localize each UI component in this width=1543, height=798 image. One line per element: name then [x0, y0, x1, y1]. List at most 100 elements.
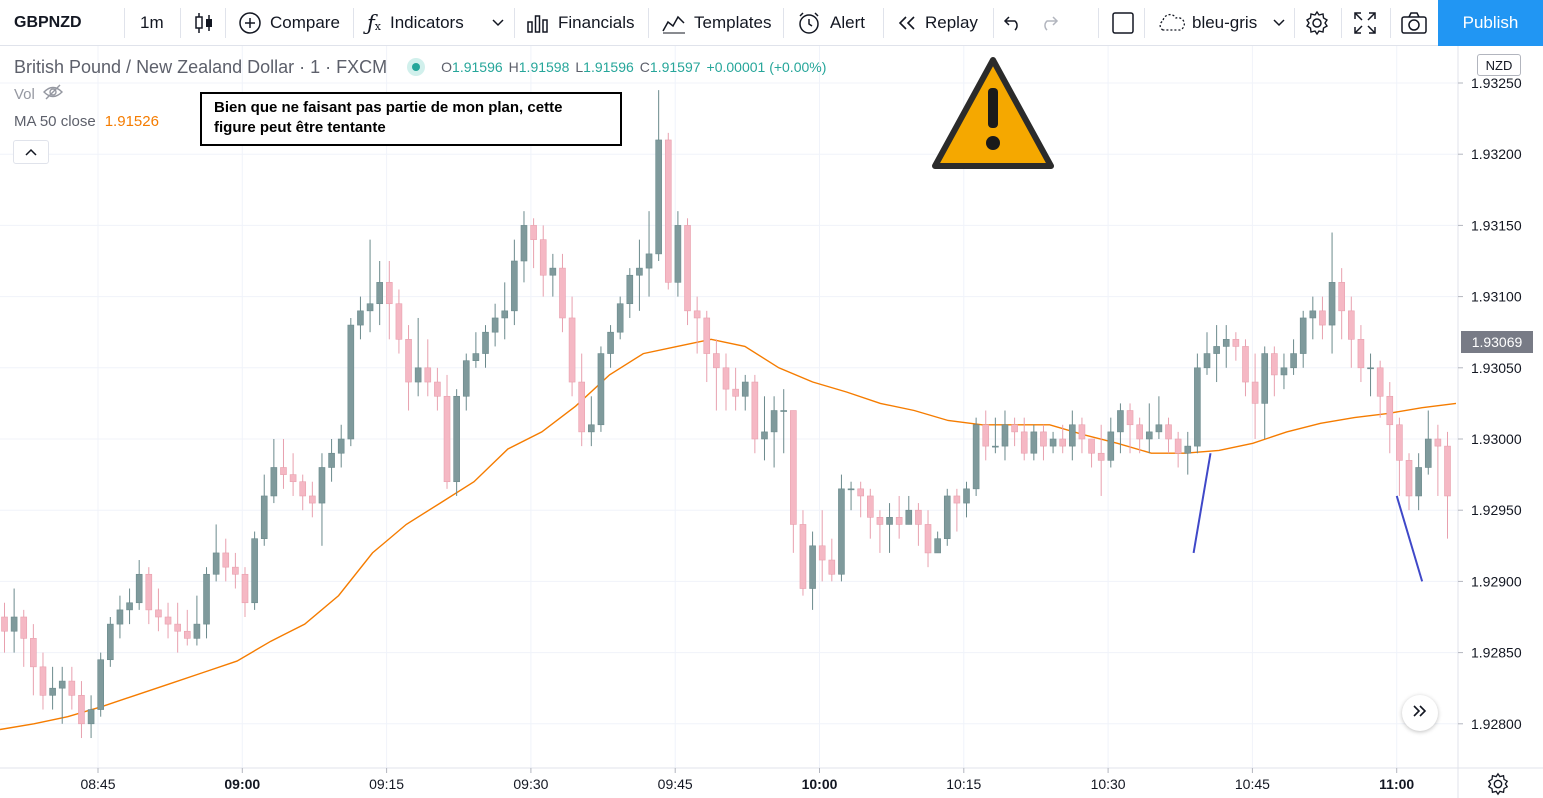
annotation-text-box[interactable]: Bien que ne faisant pas partie de mon pl…	[200, 92, 622, 146]
candle-body	[1040, 431, 1047, 447]
price-tick-label: 1.93200	[1471, 146, 1522, 162]
publish-label: Publish	[1462, 13, 1519, 32]
candle	[1424, 410, 1432, 475]
candle	[68, 666, 76, 710]
candle-body	[58, 680, 66, 689]
candle	[703, 310, 711, 383]
candle-body	[1155, 424, 1163, 433]
candle-body	[20, 616, 28, 639]
candle	[1376, 360, 1384, 418]
toolbar-divider	[783, 8, 784, 38]
price-tick-label: 1.93100	[1471, 289, 1522, 305]
candle-body	[260, 495, 268, 539]
chart-grid	[0, 46, 1458, 768]
candle	[1242, 339, 1249, 397]
candle-body	[1213, 346, 1220, 354]
chart-settings-button[interactable]	[1486, 772, 1510, 796]
chevron-down-icon	[1273, 19, 1285, 27]
candle-body	[886, 517, 893, 525]
ohlc-open-value: 1.91596	[452, 59, 503, 75]
square-icon	[1111, 11, 1135, 35]
toolbar-divider	[124, 8, 125, 38]
toolbar-divider	[883, 8, 884, 38]
layout-dropdown[interactable]	[1273, 0, 1285, 46]
candle	[462, 353, 470, 411]
candle	[1174, 431, 1182, 468]
candle	[405, 325, 412, 411]
collapse-legend-button[interactable]	[13, 140, 49, 164]
candle-body	[1136, 424, 1143, 440]
candle	[722, 353, 730, 411]
snapshot-button[interactable]	[1400, 0, 1428, 46]
scroll-to-realtime-button[interactable]	[1402, 695, 1438, 731]
ohlc-close: C1.91597	[640, 59, 701, 75]
candle	[770, 396, 778, 468]
candle-body	[1, 616, 8, 632]
indicators-button[interactable]: ƒx Indicators	[367, 0, 464, 46]
candle-body	[1434, 438, 1442, 447]
settings-button[interactable]	[1304, 0, 1330, 46]
ohlc-change: +0.00001 (+0.00%)	[706, 59, 827, 75]
volume-label: Vol	[14, 85, 35, 103]
bar-chart-icon	[526, 12, 549, 34]
candle-body	[251, 538, 258, 604]
candle-body	[501, 310, 509, 319]
toolbar-divider	[1341, 8, 1342, 38]
indicators-dropdown[interactable]	[492, 0, 504, 46]
ma-legend[interactable]: MA 50 close 1.91526	[14, 113, 159, 130]
candle-body	[126, 602, 133, 611]
time-tick-label: 09:15	[369, 776, 404, 792]
candle	[1434, 424, 1442, 496]
candle-body	[1251, 381, 1259, 404]
candle-body	[1174, 438, 1182, 454]
undo-button[interactable]	[1003, 0, 1023, 46]
candle-body	[1280, 367, 1288, 376]
candle	[741, 374, 749, 411]
candle-body	[491, 317, 499, 333]
volume-legend[interactable]: Vol	[14, 84, 63, 104]
camera-icon	[1400, 11, 1428, 35]
candle	[299, 474, 307, 511]
financials-button[interactable]: Financials	[526, 0, 635, 46]
candle	[145, 567, 153, 625]
candle-body	[703, 317, 711, 354]
price-tick-label: 1.92950	[1471, 502, 1522, 518]
layout-name-button[interactable]: bleu-gris	[1156, 0, 1257, 46]
candle	[655, 90, 662, 261]
price-chart[interactable]: 1.93250 1.93200 1.93150 1.93100 1.93050 1.930…	[0, 46, 1543, 798]
candle	[1020, 417, 1028, 461]
candle	[790, 410, 797, 553]
publish-button[interactable]: Publish	[1438, 0, 1543, 46]
candle-body	[1424, 438, 1432, 468]
alarm-clock-icon	[797, 11, 822, 36]
alert-button[interactable]: Alert	[797, 0, 865, 46]
layout-select-button[interactable]	[1111, 0, 1135, 46]
eye-hidden-icon[interactable]	[42, 84, 63, 104]
replay-button[interactable]: Replay	[897, 0, 978, 46]
candle-body	[1145, 431, 1153, 440]
candle-body	[655, 139, 662, 255]
candle	[1145, 403, 1153, 454]
candle	[1069, 410, 1076, 461]
candle-body	[982, 424, 990, 447]
chart-area[interactable]: 1.93250 1.93200 1.93150 1.93100 1.93050 1.930…	[0, 46, 1543, 798]
chart-style-button[interactable]	[193, 0, 215, 46]
candle	[453, 389, 460, 496]
moving-average-layer	[0, 338, 1457, 731]
annotation-arrows-layer	[1192, 453, 1424, 582]
candle	[607, 325, 614, 368]
currency-tag[interactable]: NZD	[1477, 54, 1521, 76]
compare-button[interactable]: Compare	[238, 0, 340, 46]
candle	[1001, 410, 1009, 461]
candle-body	[232, 566, 239, 575]
fullscreen-button[interactable]	[1353, 0, 1377, 46]
chevron-down-icon	[492, 19, 504, 27]
interval-button[interactable]: 1m	[140, 0, 164, 46]
ma-value: 1.91526	[104, 113, 159, 130]
candle	[924, 510, 932, 568]
redo-button[interactable]	[1039, 0, 1059, 46]
candle-body	[741, 381, 749, 397]
symbol-search-button[interactable]: GBPNZD	[14, 0, 82, 46]
templates-button[interactable]: Templates	[662, 0, 771, 46]
fullscreen-icon	[1353, 11, 1377, 35]
